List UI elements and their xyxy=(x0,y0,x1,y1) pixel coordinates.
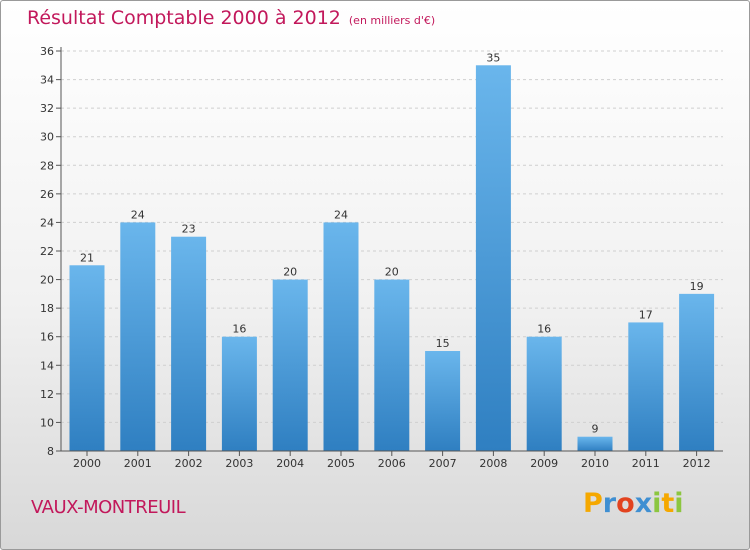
data-label-2006: 20 xyxy=(385,266,399,279)
commune-name: VAUX-MONTREUIL xyxy=(31,497,186,518)
bar-2005 xyxy=(323,222,359,451)
y-tick-label: 28 xyxy=(40,159,54,172)
y-tick-label: 14 xyxy=(40,359,54,372)
bar-2008 xyxy=(475,65,511,452)
logo-letter: i xyxy=(652,488,662,519)
x-tick-label-2005: 2005 xyxy=(327,457,355,470)
data-label-2007: 15 xyxy=(436,337,450,350)
y-axis: 8 10 12 14 16 18 20 22 24 26 28 30 32 34 36 xyxy=(40,45,62,458)
y-tick-label: 24 xyxy=(40,216,54,229)
y-tick-label: 18 xyxy=(40,302,54,315)
y-tick-label: 16 xyxy=(40,331,54,344)
x-tick-label-2006: 2006 xyxy=(378,457,406,470)
x-tick-label-2010: 2010 xyxy=(581,457,609,470)
bars: 21 24 23 16 20 24 20 15 35 16 9 17 19 xyxy=(69,51,715,452)
bar-2002 xyxy=(171,236,207,451)
x-tick-label-2008: 2008 xyxy=(479,457,507,470)
data-label-2010: 9 xyxy=(592,423,599,436)
bar-2010 xyxy=(577,436,613,451)
x-tick-label-2004: 2004 xyxy=(276,457,304,470)
bar-2006 xyxy=(374,279,410,451)
x-tick-label-2000: 2000 xyxy=(73,457,101,470)
data-label-2012: 19 xyxy=(690,280,704,293)
chart-title-block: Résultat Comptable 2000 à 2012 (en millie… xyxy=(27,7,435,29)
y-tick-label: 36 xyxy=(40,45,54,58)
bar-2009 xyxy=(526,336,562,451)
y-tick-label: 32 xyxy=(40,102,54,115)
y-tick-label: 8 xyxy=(47,445,54,458)
y-tick-label: 10 xyxy=(40,416,54,429)
bar-2003 xyxy=(221,336,257,451)
data-label-2008: 35 xyxy=(486,51,500,64)
y-tick-label: 12 xyxy=(40,388,54,401)
x-tick-label-2002: 2002 xyxy=(175,457,203,470)
chart-title: Résultat Comptable 2000 à 2012 xyxy=(27,7,341,29)
bar-2000 xyxy=(69,265,105,451)
logo-letter: t xyxy=(661,488,675,519)
bar-2004 xyxy=(272,279,308,451)
y-tick-label: 20 xyxy=(40,274,54,287)
proxiti-logo: Proxiti xyxy=(583,488,684,519)
y-tick-label: 22 xyxy=(40,245,54,258)
chart-subtitle: (en milliers d'€) xyxy=(348,14,436,27)
y-tick-label: 34 xyxy=(40,74,54,87)
x-tick-label-2011: 2011 xyxy=(632,457,660,470)
logo-letter: x xyxy=(634,488,653,519)
data-label-2000: 21 xyxy=(80,251,94,264)
data-label-2009: 16 xyxy=(537,323,551,336)
x-tick-label-2001: 2001 xyxy=(124,457,152,470)
x-tick-label-2009: 2009 xyxy=(530,457,558,470)
data-label-2003: 16 xyxy=(232,323,246,336)
data-label-2002: 23 xyxy=(182,223,196,236)
y-tick-label: 26 xyxy=(40,188,54,201)
y-tick-label: 30 xyxy=(40,131,54,144)
bar-2012 xyxy=(679,293,715,451)
data-label-2011: 17 xyxy=(639,308,653,321)
bar-2011 xyxy=(628,322,664,451)
logo-letter: i xyxy=(674,488,684,519)
bar-2007 xyxy=(425,351,461,451)
logo-letter: r xyxy=(602,488,617,519)
x-tick-label-2012: 2012 xyxy=(683,457,711,470)
data-label-2005: 24 xyxy=(334,208,348,221)
logo-letter: o xyxy=(616,488,635,519)
bar-2001 xyxy=(120,222,156,451)
x-tick-label-2007: 2007 xyxy=(429,457,457,470)
data-label-2001: 24 xyxy=(131,208,145,221)
x-tick-label-2003: 2003 xyxy=(225,457,253,470)
x-axis: 2000 2001 2002 2003 2004 2005 2006 2007 2008 2009… xyxy=(61,450,723,470)
logo-letter: P xyxy=(583,488,603,519)
data-label-2004: 20 xyxy=(283,266,297,279)
